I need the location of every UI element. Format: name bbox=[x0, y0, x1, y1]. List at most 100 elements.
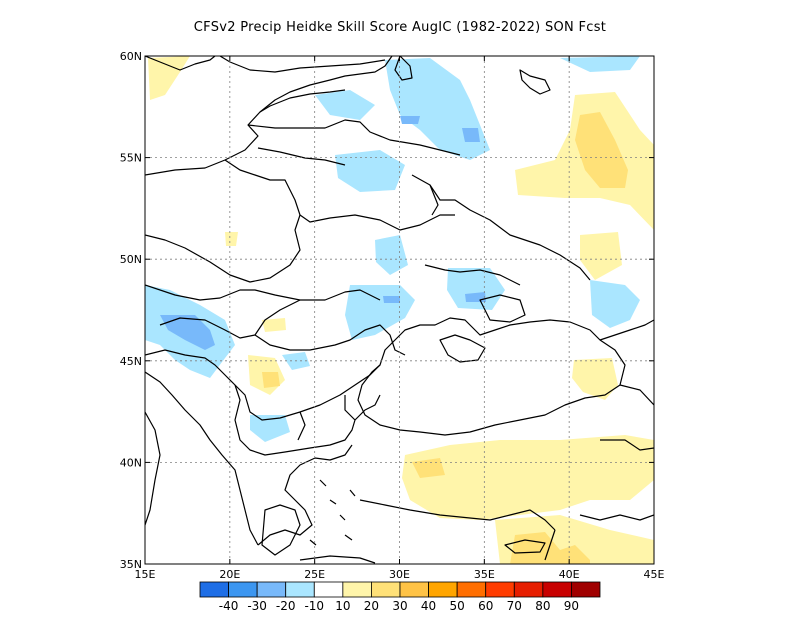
neg-skill-region bbox=[345, 285, 415, 340]
colorbar-label: 80 bbox=[535, 599, 550, 613]
peloponnese bbox=[261, 504, 301, 556]
italy-coast bbox=[145, 411, 161, 526]
colorbar-label: -10 bbox=[304, 599, 324, 613]
colorbar-swatch bbox=[371, 581, 401, 598]
colorbar-swatch bbox=[285, 581, 315, 598]
lake-peipus bbox=[519, 69, 551, 95]
border bbox=[297, 411, 306, 441]
border bbox=[600, 439, 654, 451]
finland-coast bbox=[219, 56, 386, 73]
gulf-of-finland-coast bbox=[259, 89, 346, 113]
crete bbox=[299, 555, 376, 564]
x-axis: 15E 20E 25E 30E 35E 40E 45E bbox=[135, 56, 665, 581]
border bbox=[257, 147, 346, 166]
border bbox=[224, 159, 455, 231]
border bbox=[254, 324, 406, 356]
cyprus bbox=[504, 539, 546, 554]
colorbar-swatch bbox=[571, 581, 601, 598]
pos-skill-region bbox=[262, 372, 280, 388]
colorbar-label: 90 bbox=[564, 599, 579, 613]
neg-skill-region bbox=[400, 116, 420, 124]
scandinavia-coast bbox=[145, 56, 216, 71]
pos-skill-region bbox=[580, 232, 622, 280]
colorbar-label: 70 bbox=[507, 599, 522, 613]
border bbox=[159, 299, 301, 339]
baltic-coastline bbox=[145, 56, 393, 176]
x-tick-label: 45E bbox=[644, 568, 665, 581]
neg-skill-region bbox=[375, 235, 408, 275]
neg-skill-region bbox=[462, 128, 480, 142]
coastlines-borders bbox=[145, 56, 654, 564]
y-tick-label: 60N bbox=[120, 50, 142, 63]
colorbar: -40 -30 -20 -10 10 20 30 40 50 60 70 80 90 bbox=[199, 581, 601, 613]
colorbar-label: 50 bbox=[450, 599, 465, 613]
x-tick-label: 35E bbox=[474, 568, 495, 581]
greece-coastline bbox=[257, 444, 353, 546]
x-tick-label: 15E bbox=[135, 568, 156, 581]
crimea bbox=[439, 334, 486, 363]
aegean-islands bbox=[309, 479, 356, 546]
colorbar-label: -40 bbox=[219, 599, 239, 613]
pos-skill-region bbox=[575, 112, 628, 188]
border bbox=[234, 384, 356, 456]
y-axis: 35N 40N 45N 50N 55N 60N bbox=[120, 50, 654, 571]
border bbox=[579, 514, 654, 521]
x-tick-label: 25E bbox=[304, 568, 325, 581]
neg-skill-region bbox=[250, 415, 290, 442]
turkey-south-coast bbox=[359, 499, 556, 531]
colorbar-swatch bbox=[199, 581, 229, 598]
x-tick-label: 30E bbox=[389, 568, 410, 581]
y-tick-label: 50N bbox=[120, 253, 142, 266]
colorbar-label: -30 bbox=[247, 599, 267, 613]
border bbox=[247, 119, 461, 156]
border bbox=[354, 394, 381, 421]
neg-skill-region bbox=[560, 56, 640, 72]
colorbar-swatch bbox=[313, 581, 344, 598]
border bbox=[429, 184, 439, 216]
pos-skill-region bbox=[148, 56, 190, 100]
border bbox=[599, 319, 654, 341]
sea-of-azov bbox=[479, 294, 526, 323]
neg-skill-region bbox=[160, 315, 215, 350]
pos-skill-region bbox=[402, 435, 654, 520]
border bbox=[424, 264, 521, 286]
colorbar-swatch bbox=[513, 581, 544, 598]
colorbar-label: 60 bbox=[478, 599, 493, 613]
colorbar-swatch bbox=[456, 581, 487, 598]
border bbox=[145, 214, 301, 283]
border bbox=[145, 284, 381, 301]
y-tick-label: 55N bbox=[120, 152, 142, 165]
border bbox=[619, 384, 654, 406]
colorbar-swatch bbox=[542, 581, 572, 598]
pos-skill-region bbox=[510, 532, 590, 564]
adriatic-coastline bbox=[145, 371, 259, 546]
pos-skill-region bbox=[225, 232, 238, 246]
pos-skill-region bbox=[262, 318, 286, 332]
neg-skill-region bbox=[315, 90, 375, 120]
y-tick-label: 40N bbox=[120, 456, 142, 469]
pos-skill-region bbox=[572, 358, 618, 400]
x-tick-label: 40E bbox=[559, 568, 580, 581]
colorbar-swatch bbox=[256, 581, 287, 598]
black-sea-coastline bbox=[357, 317, 626, 436]
colorbar-label: -20 bbox=[276, 599, 296, 613]
lake-ladoga bbox=[394, 56, 413, 81]
x-tick-label: 20E bbox=[219, 568, 240, 581]
colorbar-label: 40 bbox=[421, 599, 436, 613]
neg-skill-region bbox=[447, 268, 505, 310]
neg-skill-region bbox=[590, 280, 640, 328]
y-tick-label: 45N bbox=[120, 355, 142, 368]
colorbar-swatch bbox=[485, 581, 515, 598]
colorbar-label: 20 bbox=[364, 599, 379, 613]
neg-skill-region bbox=[385, 58, 490, 160]
skill-shading bbox=[145, 56, 654, 564]
colorbar-swatch bbox=[228, 581, 258, 598]
colorbar-label: 10 bbox=[335, 599, 350, 613]
colorbar-swatch bbox=[342, 581, 372, 598]
neg-skill-region bbox=[383, 296, 400, 303]
colorbar-label: 30 bbox=[392, 599, 407, 613]
pos-skill-region bbox=[412, 458, 445, 478]
colorbar-swatch bbox=[428, 581, 458, 598]
levant-coast bbox=[544, 529, 556, 561]
